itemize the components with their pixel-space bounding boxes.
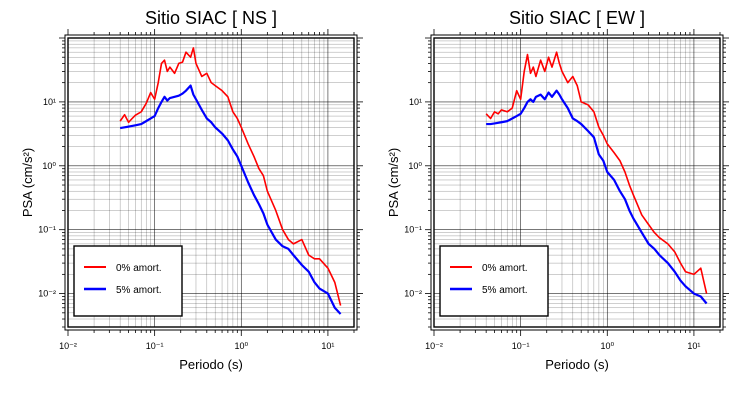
x-tick-label: 10¹ bbox=[321, 341, 334, 351]
series-line-amort-0 bbox=[485, 51, 708, 294]
x-tick-label: 10⁻¹ bbox=[512, 341, 530, 351]
legend-label: 0% amort. bbox=[116, 263, 162, 274]
legend-label: 5% amort. bbox=[482, 285, 528, 296]
y-axis-label: PSA (cm/s²) bbox=[20, 148, 35, 217]
y-tick-label: 10¹ bbox=[43, 97, 56, 107]
y-tick-label: 10⁻¹ bbox=[404, 225, 422, 235]
chart-title: Sitio SIAC [ EW ] bbox=[509, 8, 645, 28]
legend-label: 5% amort. bbox=[116, 285, 162, 296]
x-tick-label: 10⁻¹ bbox=[146, 341, 164, 351]
x-tick-label: 10⁻² bbox=[59, 341, 77, 351]
legend-box bbox=[439, 245, 549, 317]
series-group bbox=[485, 51, 708, 305]
legend: 0% amort. 5% amort. bbox=[439, 245, 549, 317]
series-group bbox=[119, 47, 342, 315]
plot-frame bbox=[59, 29, 363, 336]
grid bbox=[433, 37, 721, 328]
legend-box bbox=[73, 245, 183, 317]
series-line-amort-5 bbox=[119, 84, 342, 315]
grid bbox=[67, 37, 355, 328]
y-tick-label: 10⁻¹ bbox=[38, 225, 56, 235]
y-tick-label: 10⁰ bbox=[42, 161, 56, 171]
y-tick-label: 10¹ bbox=[409, 97, 422, 107]
legend-label: 0% amort. bbox=[482, 263, 528, 274]
x-axis-label: Periodo (s) bbox=[179, 357, 243, 372]
x-tick-label: 10¹ bbox=[687, 341, 700, 351]
x-axis-label: Periodo (s) bbox=[545, 357, 609, 372]
chart-title: Sitio SIAC [ NS ] bbox=[145, 8, 277, 28]
x-tick-label: 10⁰ bbox=[600, 341, 614, 351]
y-tick-label: 10⁻² bbox=[404, 289, 422, 299]
chart-panel-ns: Sitio SIAC [ NS ] 10⁻² 10⁻¹ 10⁰ 10¹ 10⁻² 10⁻¹ 1… bbox=[20, 8, 363, 372]
series-line-amort-0 bbox=[119, 47, 342, 306]
legend: 0% amort. 5% amort. bbox=[73, 245, 183, 317]
plot-frame bbox=[425, 29, 729, 336]
y-axis-label: PSA (cm/s²) bbox=[386, 148, 401, 217]
chart-panel-ew: Sitio SIAC [ EW ] 10⁻² 10⁻¹ 10⁰ 10¹ 10⁻² 10⁻¹ 1… bbox=[386, 8, 729, 372]
y-tick-label: 10⁰ bbox=[408, 161, 422, 171]
y-tick-label: 10⁻² bbox=[38, 289, 56, 299]
x-tick-label: 10⁰ bbox=[234, 341, 248, 351]
series-line-amort-5 bbox=[486, 89, 708, 305]
x-tick-label: 10⁻² bbox=[425, 341, 443, 351]
